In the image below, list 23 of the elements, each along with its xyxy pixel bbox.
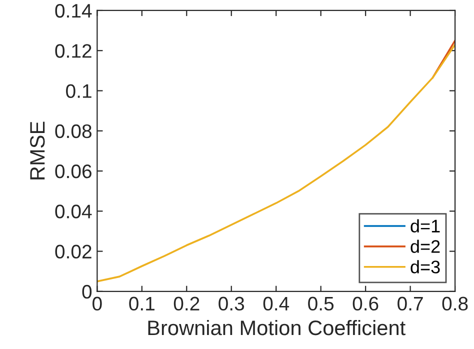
x-tick-label: 0.2	[174, 296, 200, 311]
legend-label: d=1	[410, 219, 440, 233]
x-tick-label: 0.7	[398, 296, 423, 311]
x-tick-label: 0.3	[218, 296, 244, 311]
x-tick-label: 0.5	[308, 296, 334, 311]
x-tick-label: 0	[92, 296, 102, 311]
x-tick-label: 0.1	[129, 296, 154, 311]
y-tick-label: 0.14	[55, 4, 92, 18]
x-tick-label: 0.8	[442, 296, 468, 311]
x-axis-title: Brownian Motion Coefficient	[148, 320, 406, 336]
y-tick-label: 0.08	[55, 124, 92, 138]
y-tick-label: 0.06	[55, 164, 92, 178]
y-tick-label: 0.04	[55, 204, 92, 218]
legend-label: d=3	[410, 260, 440, 274]
x-tick-label: 0.4	[263, 296, 290, 311]
y-axis-title: RMSE	[30, 122, 45, 180]
line-series	[97, 44, 456, 282]
y-tick-label: 0.12	[55, 44, 92, 58]
y-tick-label: 0.1	[66, 84, 92, 98]
y-tick-label: 0.02	[55, 244, 92, 259]
legend-label: d=2	[410, 240, 440, 253]
x-tick-label: 0.6	[352, 296, 378, 311]
y-tick-label: 0	[82, 284, 92, 299]
